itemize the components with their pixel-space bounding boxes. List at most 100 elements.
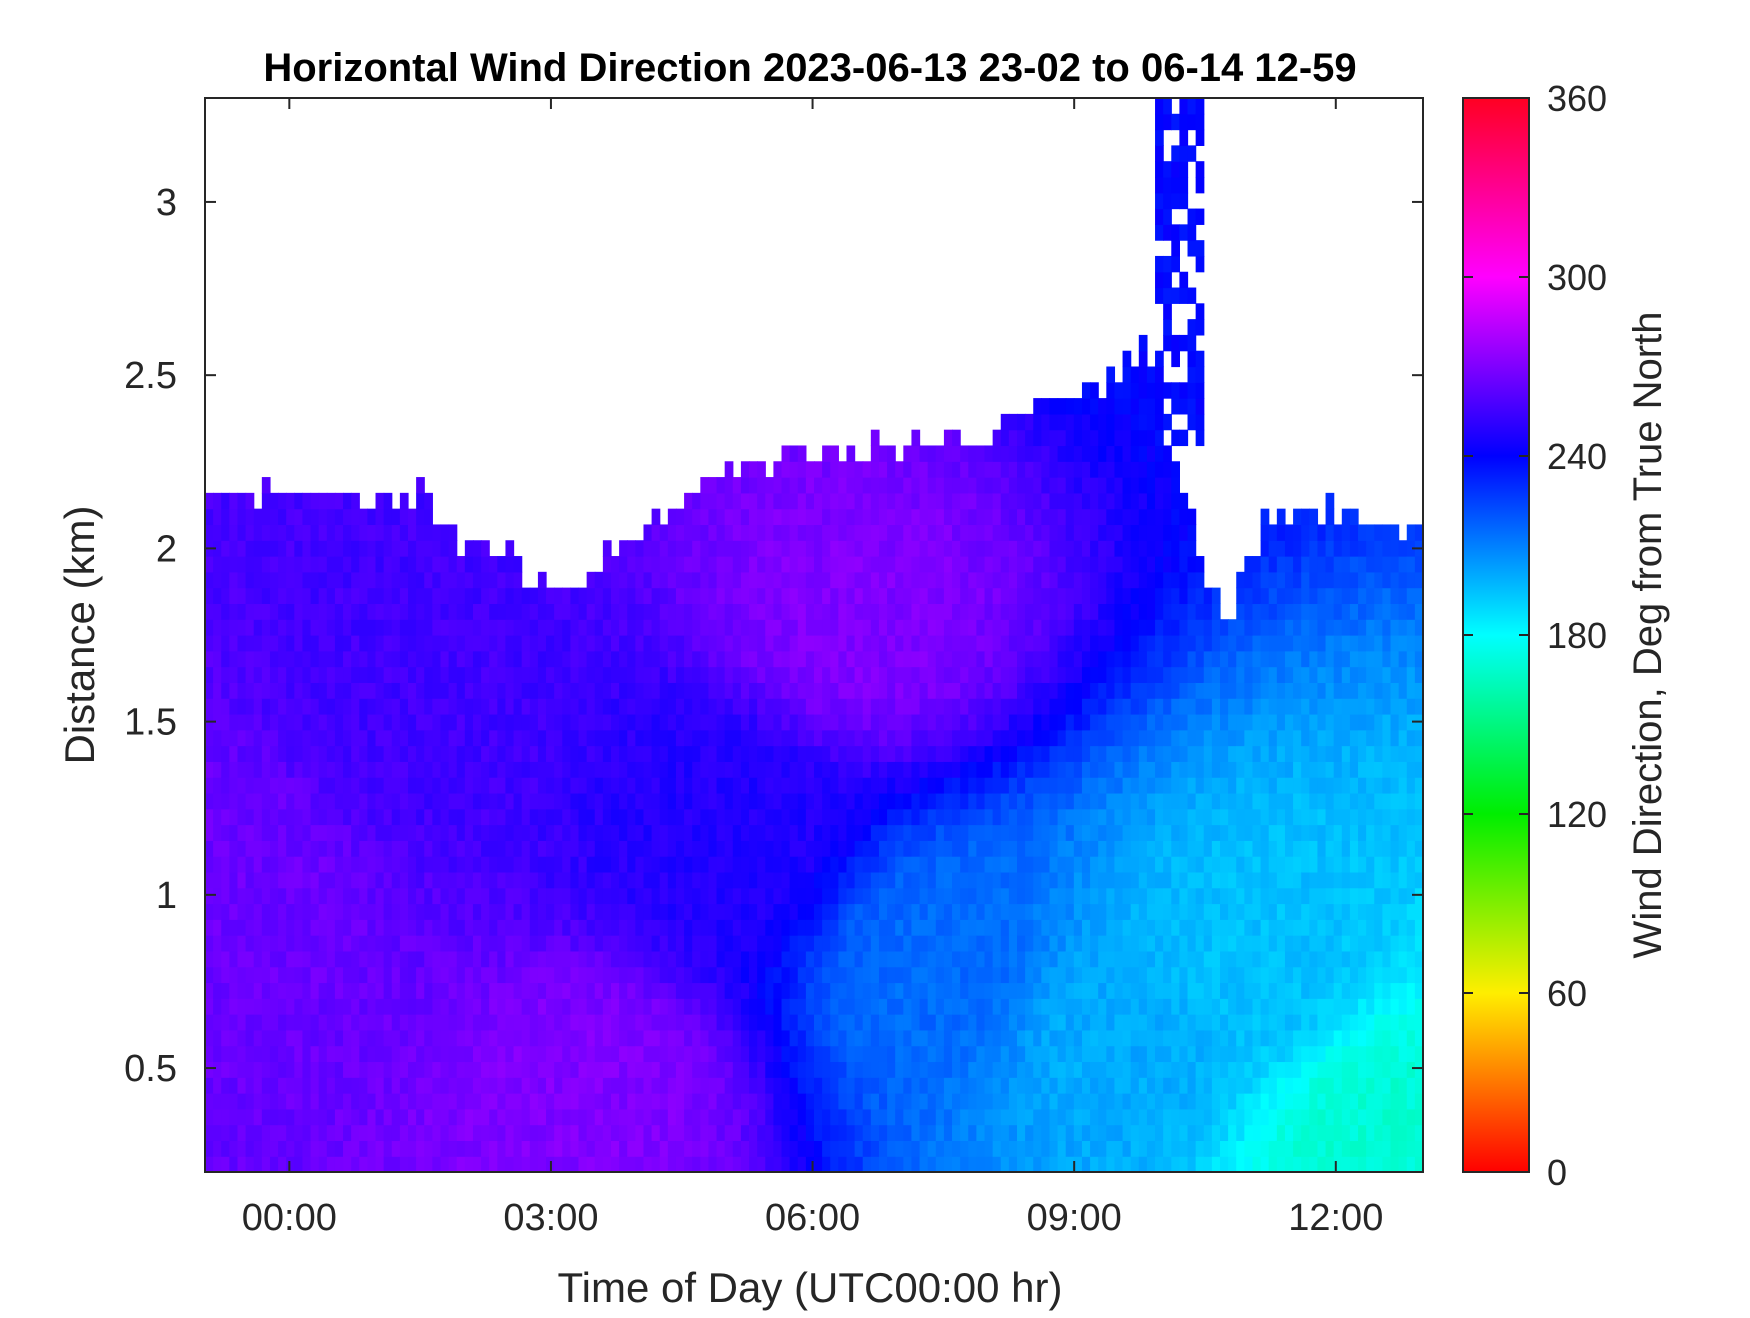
heatmap-cell [919,524,929,541]
heatmap-cell [773,903,783,920]
heatmap-cell [716,919,726,936]
heatmap-cell [464,713,474,731]
heatmap-cell [692,571,701,589]
heatmap-cell [797,824,807,841]
heatmap-cell [789,713,799,731]
heatmap-cell [789,840,799,857]
heatmap-cell [675,1045,685,1063]
heatmap-cell [326,492,336,510]
heatmap-cell [781,950,791,968]
heatmap-cell [1041,745,1051,762]
heatmap-cell [992,1093,1002,1110]
heatmap-cell [830,524,839,541]
heatmap-cell [708,966,718,984]
heatmap-cell [732,856,742,873]
heatmap-cell [456,729,466,747]
heatmap-cell [505,698,515,715]
heatmap-cell [351,650,360,668]
heatmap-cell [757,1124,766,1142]
heatmap-cell [294,524,304,541]
heatmap-cell [1065,792,1075,810]
heatmap-cell [213,935,222,952]
heatmap-cell [822,650,831,668]
heatmap-cell [448,745,458,762]
heatmap-cell [692,492,701,510]
heatmap-cell [472,1093,482,1110]
heatmap-cell [310,729,320,747]
heatmap-cell [464,903,474,920]
heatmap-cell [724,887,734,905]
heatmap-cell [602,808,612,826]
heatmap-cell [432,1124,442,1142]
heatmap-cell [505,635,515,652]
heatmap-cell [911,935,921,952]
heatmap-cell [797,1108,807,1126]
heatmap-cell [237,919,247,936]
heatmap-cell [359,524,368,541]
heatmap-cell [830,966,839,984]
heatmap-cell [481,903,490,920]
heatmap-cell [245,761,255,778]
heatmap-cell [416,982,425,999]
heatmap-cell [602,1014,612,1031]
heatmap-cell [1081,619,1091,636]
heatmap-cell [546,713,555,731]
heatmap-cell [489,919,498,936]
heatmap-cell [765,713,774,731]
heatmap-cell [343,1029,352,1047]
heatmap-cell [1000,1077,1010,1094]
heatmap-cell [318,840,328,857]
heatmap-cell [757,745,766,762]
heatmap-cell [773,840,783,857]
heatmap-cell [310,571,320,589]
heatmap-cell [675,1108,685,1126]
heatmap-cell [643,650,653,668]
heatmap-cell [586,903,596,920]
heatmap-cell [1081,477,1091,494]
heatmap-cell [692,1077,701,1094]
heatmap-cell [359,650,368,668]
heatmap-cell [911,1108,921,1126]
heatmap-cell [286,887,295,905]
heatmap-cell [984,461,994,478]
heatmap-cell [911,1093,921,1110]
heatmap-cell [513,1108,523,1126]
heatmap-cell [578,1124,588,1142]
heatmap-cell [692,1014,701,1031]
heatmap-cell [586,840,596,857]
heatmap-cell [269,492,279,510]
heatmap-cell [1114,619,1124,636]
heatmap-cell [1090,603,1099,620]
heatmap-cell [562,887,571,905]
heatmap-cell [635,1108,645,1126]
heatmap-cell [976,1061,986,1078]
heatmap-cell [667,1045,677,1063]
heatmap-cell [602,603,612,620]
heatmap-cell [578,1061,588,1078]
heatmap-cell [757,1156,766,1172]
heatmap-cell [1049,540,1059,557]
heatmap-cell [440,1124,450,1142]
heatmap-cell [708,792,718,810]
heatmap-cell [651,508,661,526]
heatmap-cell [651,792,661,810]
heatmap-cell [984,935,994,952]
heatmap-cell [1008,1045,1018,1063]
heatmap-cell [448,1029,458,1047]
heatmap-cell [1065,619,1075,636]
heatmap-cell [1049,1045,1059,1063]
heatmap-cell [1073,1124,1083,1142]
heatmap-cell [830,1108,839,1126]
heatmap-cell [878,887,888,905]
heatmap-cell [221,1045,230,1063]
heatmap-cell [302,840,312,857]
heatmap-cell [1122,777,1132,794]
heatmap-cell [513,729,523,747]
heatmap-cell [481,603,490,620]
heatmap-cell [570,982,580,999]
heatmap-cell [846,903,856,920]
heatmap-cell [359,887,368,905]
heatmap-cell [749,1061,758,1078]
heatmap-cell [229,761,239,778]
heatmap-cell [749,698,758,715]
